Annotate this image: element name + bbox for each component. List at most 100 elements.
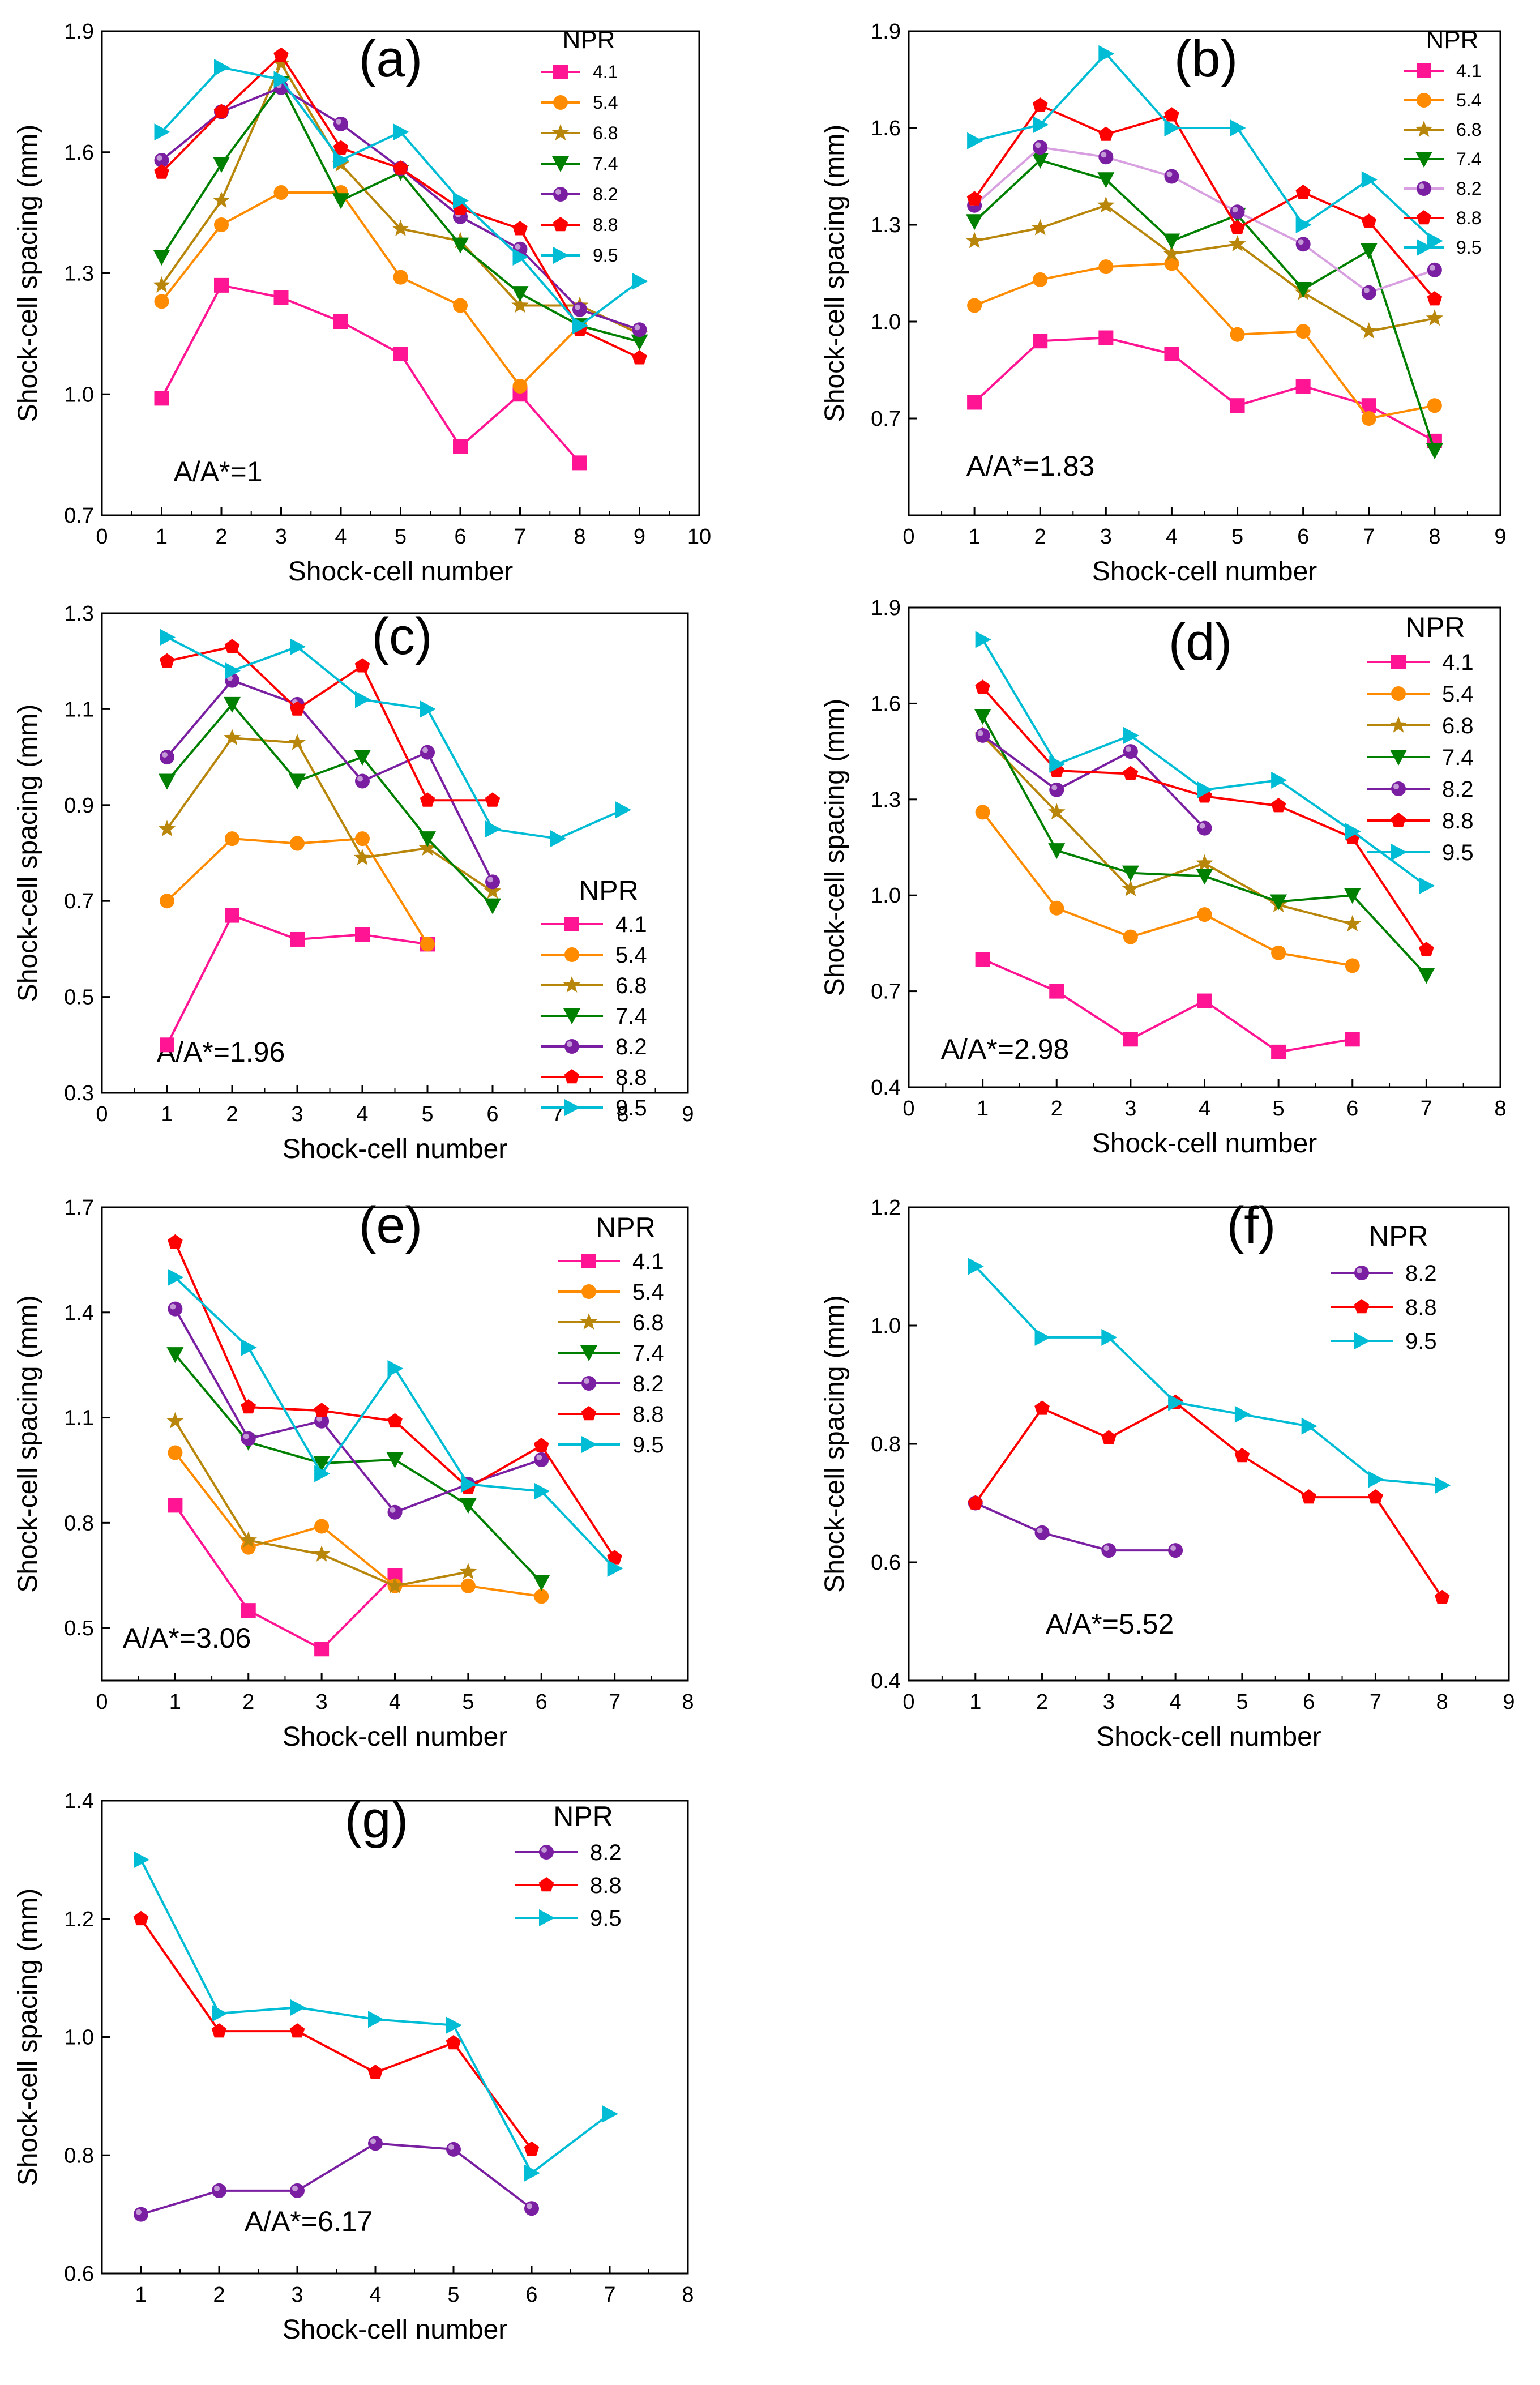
panel-g: 1 2 3 4 5 6 7 8 0.6 0.8 1.0 1.2 1.4 Shock-cell number… [13,1789,694,2345]
legend-marker [1415,152,1432,168]
legend-title: NPR [553,1801,613,1832]
data-point [133,1910,149,1926]
x-tick-label: 1 [969,525,981,549]
series-line [981,716,1427,976]
legend-marker [581,1376,596,1391]
x-tick-label: 5 [447,2283,459,2307]
data-point [168,1268,184,1286]
data-point [213,157,230,173]
series-line [973,336,1435,442]
x-tick-label: 4 [335,525,346,549]
x-tick-label: 9 [634,525,645,549]
legend-title: NPR [563,26,615,54]
legend-label: 7.4 [615,1004,647,1029]
data-point [154,164,169,179]
data-point [1098,126,1114,141]
data-point [968,1495,983,1510]
legend-marker [1417,181,1431,196]
y-tick-label: 1.3 [871,213,901,237]
x-tick-label: 7 [1363,525,1375,549]
series-npr-8.2 [134,2136,539,2222]
legend-marker [580,1345,597,1361]
data-point [512,221,528,236]
y-tick-label: 0.7 [871,980,901,1004]
data-point [966,214,983,230]
legend-marker [1391,781,1406,796]
data-point [387,1413,403,1428]
data-point [224,696,241,713]
data-point [168,1234,183,1249]
data-point [387,1360,404,1377]
data-point [1034,1328,1051,1346]
legend-label: 5.4 [632,1280,664,1305]
data-point [446,2016,462,2034]
series-npr-6.8 [166,1412,477,1593]
data-point [154,391,169,406]
x-axis-title: Shock-cell number [283,1134,508,1164]
series-npr-4.1 [160,908,435,1053]
y-tick-label: 1.0 [64,2026,94,2050]
series-line [974,262,1435,420]
series-line [166,679,494,883]
data-point [485,792,500,807]
series-line [166,646,493,802]
data-point [214,59,230,76]
data-point [212,2004,228,2022]
series-line [174,1452,542,1598]
legend-label: 4.1 [593,62,618,82]
data-point [168,1445,183,1460]
legend-label: 8.2 [1456,178,1481,199]
legend-marker-shine [1393,784,1399,789]
legend-marker [564,1039,579,1054]
legend-label: 9.5 [632,1433,664,1458]
data-point [355,831,370,847]
legend-label: 9.5 [1456,237,1481,258]
data-point-shine [1170,1545,1177,1551]
data-point [975,631,991,648]
data-point [534,1482,550,1500]
legend-label: 7.4 [1442,745,1474,770]
legend-label: 8.8 [593,215,618,235]
series-npr-8.8 [159,639,500,807]
legend-marker [553,95,568,110]
x-tick-label: 3 [316,1690,328,1714]
data-point [290,931,305,947]
data-point [975,952,990,967]
data-point-shine [1298,239,1304,245]
data-point [420,700,436,718]
legend-label: 7.4 [632,1341,664,1366]
series-npr-8.2 [968,1495,1183,1558]
series-line [174,1504,396,1651]
data-point [1344,915,1361,931]
legend-marker [564,947,579,962]
legend-marker [1391,655,1406,669]
data-point [1032,219,1049,236]
series-npr-5.4 [975,805,1360,973]
legend: NPR 4.1 5.4 6.8 7.4 8.2 8.8 9.5 [1367,612,1474,865]
series-npr-9.5 [154,59,648,335]
y-tick-label: 0.5 [64,1617,94,1640]
x-tick-label: 9 [682,1102,694,1126]
y-tick-label: 0.4 [871,1669,901,1693]
x-tick-label: 6 [454,525,466,549]
legend-label: 5.4 [593,92,618,113]
area-ratio-annotation: A/A*=1.83 [966,450,1095,482]
series-line [974,1266,1443,1487]
panel-label: (g) [345,1791,408,1849]
series-line [974,1502,1176,1552]
data-point [965,232,983,249]
data-point [1271,771,1287,789]
x-tick-label: 6 [486,1102,498,1126]
data-point [353,849,371,865]
data-point [1123,726,1139,744]
legend-marker [581,1254,596,1268]
x-tick-label: 7 [609,1690,621,1714]
data-point-shine [390,1507,396,1513]
x-tick-label: 5 [1273,1097,1285,1121]
series-npr-8.8 [968,1394,1450,1604]
legend-label: 6.8 [632,1310,664,1335]
data-point [1427,262,1442,277]
data-point [420,937,435,952]
series-npr-8.2 [154,80,647,337]
legend-marker [1391,844,1407,861]
